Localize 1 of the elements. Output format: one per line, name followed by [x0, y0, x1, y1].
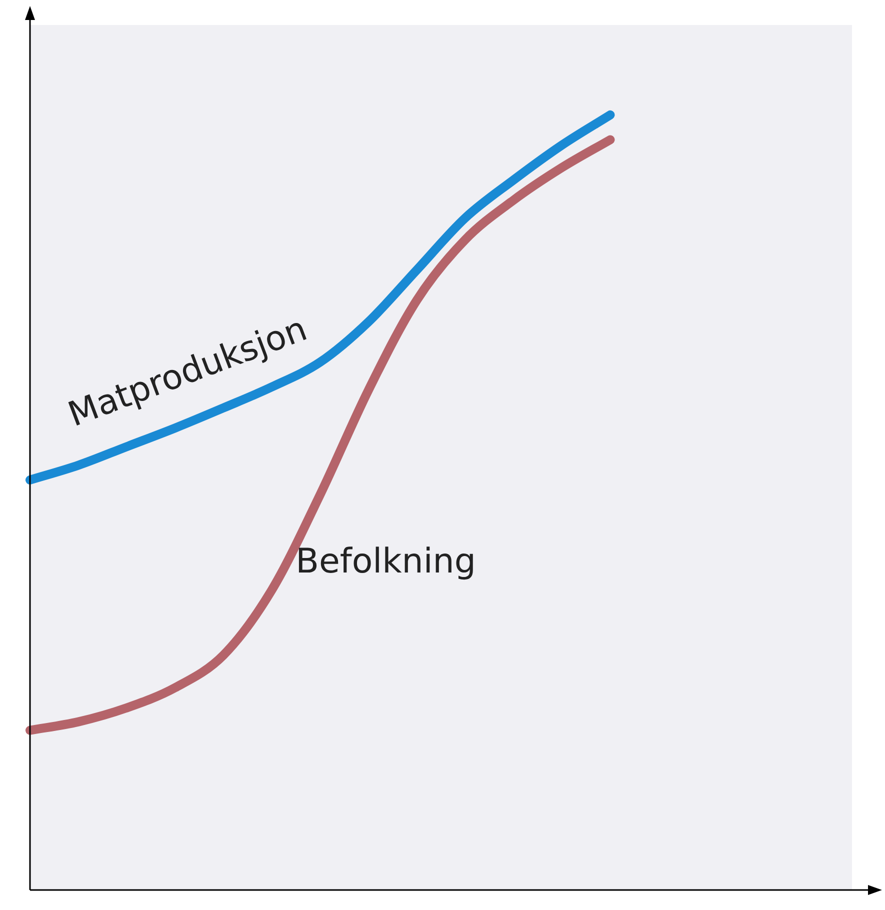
- series-label: Befolkning: [296, 542, 476, 582]
